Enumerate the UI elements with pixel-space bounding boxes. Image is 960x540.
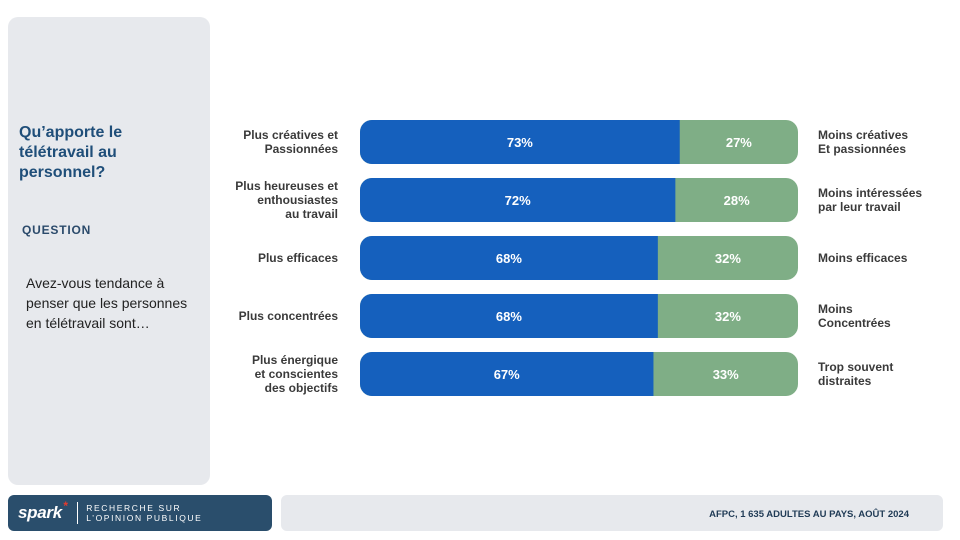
brand-divider <box>77 502 79 524</box>
source-footer: AFPC, 1 635 ADULTES AU PAYS, AOÛT 2024 <box>281 495 943 531</box>
bar-positive-segment <box>360 178 676 222</box>
question-text: Avez-vous tendance à penser que les pers… <box>26 275 188 331</box>
data-label-negative: 33% <box>713 367 739 382</box>
data-label-negative: 28% <box>724 193 750 208</box>
section-label: QUESTION <box>22 223 92 237</box>
source-text: AFPC, 1 635 ADULTES AU PAYS, AOÛT 2024 <box>709 509 909 520</box>
bar-positive-segment <box>360 120 680 164</box>
data-label-negative: 32% <box>715 309 741 324</box>
opposite-label: Moins efficaces <box>818 251 908 265</box>
data-label-positive: 68% <box>496 251 522 266</box>
data-label-positive: 68% <box>496 309 522 324</box>
bar-positive-segment <box>360 236 658 280</box>
page-title: Qu’apporte le télétravail au personnel? <box>19 124 123 181</box>
category-label: Plus concentrées <box>239 309 339 323</box>
data-label-negative: 27% <box>726 135 752 150</box>
category-label: Plus énergique et conscientes des objectif… <box>252 353 338 395</box>
category-label: Plus heureuses et enthousiastes au travail <box>235 179 338 221</box>
brand-tagline-line-1: RECHERCHE SUR <box>86 503 182 513</box>
opposite-label: Moins intéressées par leur travail <box>818 186 922 214</box>
bar-positive-segment <box>360 294 658 338</box>
side-panel <box>8 17 210 485</box>
brand-tagline-line-2: L’OPINION PUBLIQUE <box>86 513 203 523</box>
data-label-positive: 73% <box>507 135 533 150</box>
data-label-positive: 67% <box>494 367 520 382</box>
category-label: Plus créatives et Passionnées <box>243 128 338 156</box>
opposite-label: Moins créatives Et passionnées <box>818 128 908 156</box>
opposite-label: Trop souvent distraites <box>818 360 893 388</box>
brand-star-icon: * <box>62 499 68 513</box>
category-label: Plus efficaces <box>258 251 338 265</box>
opposite-label: Moins Concentrées <box>818 302 891 330</box>
brand-name: spark <box>18 503 62 522</box>
brand-logo: spark * <box>18 499 68 523</box>
data-label-positive: 72% <box>505 193 531 208</box>
brand-tagline: RECHERCHE SUR L’OPINION PUBLIQUE <box>86 503 202 523</box>
data-label-negative: 32% <box>715 251 741 266</box>
brand-footer: spark * RECHERCHE SUR L’OPINION PUBLIQUE <box>8 495 272 531</box>
bar-positive-segment <box>360 352 654 396</box>
